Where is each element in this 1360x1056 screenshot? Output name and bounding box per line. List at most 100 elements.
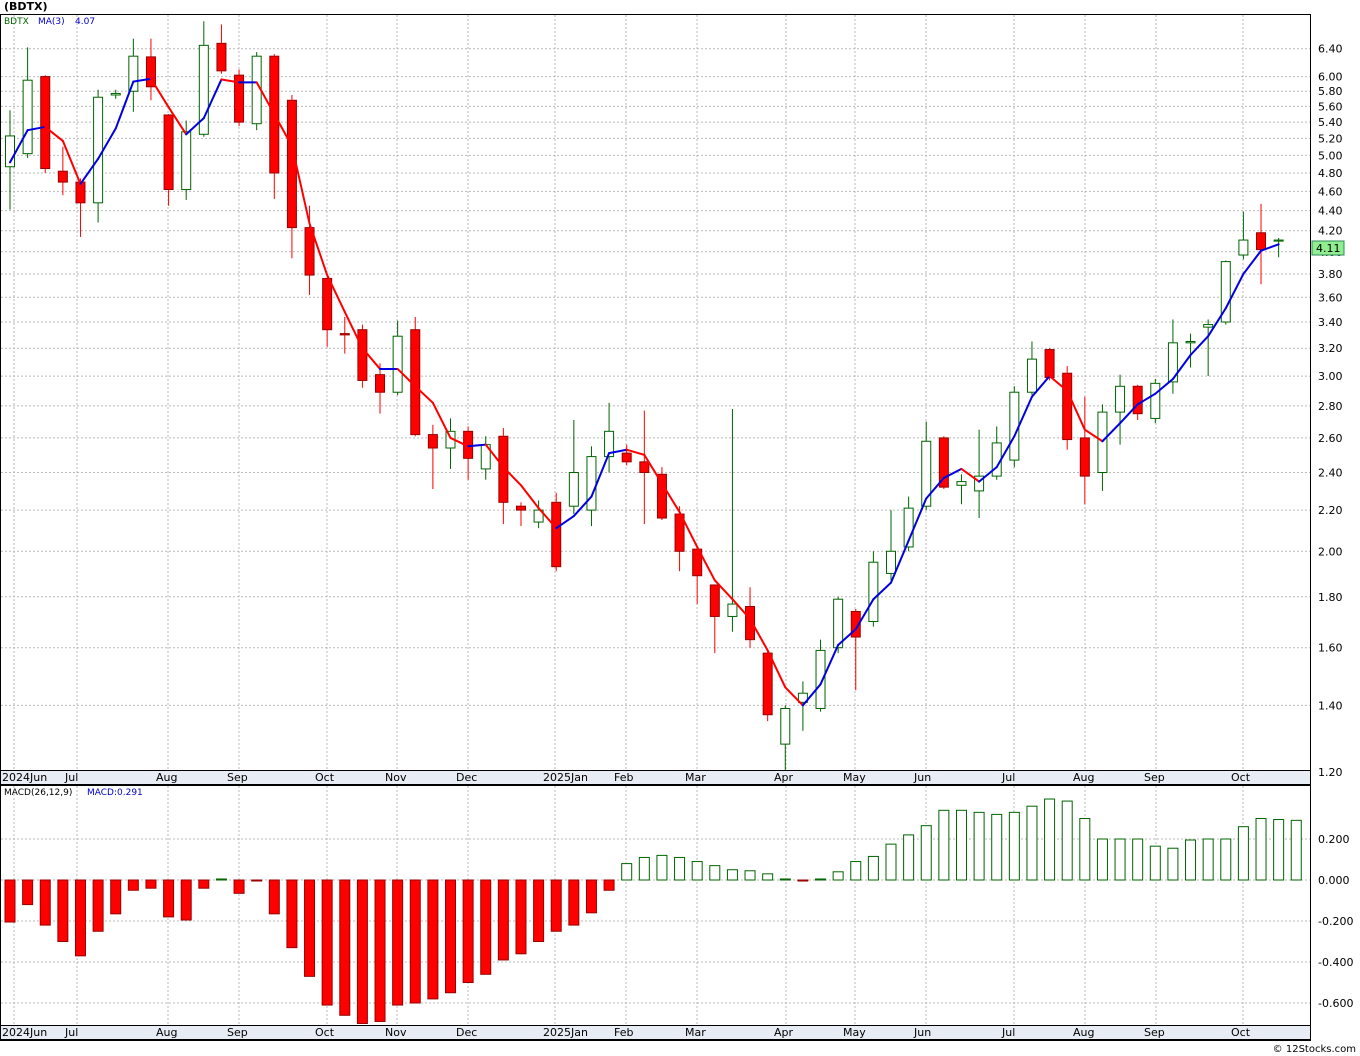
- candle: [234, 69, 245, 127]
- candle-body: [956, 481, 967, 486]
- price-x-label: Mar: [685, 771, 706, 784]
- macd-bar: [374, 879, 386, 1022]
- macd-bar: [409, 879, 421, 1004]
- ma3-segment: [26, 125, 47, 132]
- macd-bar: [638, 856, 650, 881]
- candle-body: [1115, 385, 1126, 413]
- macd-bar: [1185, 839, 1197, 881]
- macd-bar: [903, 834, 915, 881]
- candle: [709, 584, 720, 654]
- macd-bar: [321, 879, 333, 1006]
- ma3-segment: [572, 495, 593, 518]
- candle-body: [1150, 382, 1161, 419]
- macd-bar: [1132, 838, 1144, 881]
- candle: [93, 89, 104, 223]
- ma3-segment: [61, 139, 82, 185]
- macd-bar: [568, 879, 580, 926]
- candle: [339, 316, 350, 354]
- candle: [974, 429, 985, 519]
- footer-credit: © 12Stocks.com: [1273, 1044, 1356, 1055]
- ma3-segment: [819, 644, 840, 686]
- ma3-segment: [185, 117, 205, 136]
- candle-body: [1256, 232, 1267, 251]
- price-x-label: 2024Jun: [2, 771, 47, 784]
- ma3-segment: [1030, 375, 1051, 398]
- macd-bar: [515, 879, 527, 955]
- ma3-segment: [1066, 389, 1086, 431]
- candle: [604, 402, 615, 473]
- price-y-tick: 1.60: [1318, 642, 1343, 655]
- ma3-segment: [749, 617, 769, 652]
- price-x-label: Nov: [385, 771, 407, 784]
- candle-body: [1220, 261, 1231, 323]
- macd-bar: [1096, 838, 1108, 881]
- macd-bar: [533, 879, 545, 942]
- ma3-segment: [431, 401, 452, 439]
- candle-body: [656, 473, 667, 519]
- macd-bar: [762, 873, 774, 881]
- macd-bar: [1044, 798, 1056, 881]
- ma3-segment: [784, 686, 804, 707]
- macd-x-axis: 2024Jun Jul Aug Sep Oct Nov Dec 2025Jan Feb Mar Ap…: [2, 1026, 1251, 1039]
- macd-y-tick: -0.600: [1318, 997, 1353, 1010]
- ma3-segment: [114, 80, 135, 130]
- candle: [568, 420, 579, 515]
- macd-bar: [427, 879, 439, 1000]
- price-x-label: Dec: [456, 771, 477, 784]
- ma3-segment: [449, 436, 470, 448]
- macd-y-tick: 0.000: [1318, 874, 1350, 887]
- macd-bar: [286, 879, 298, 949]
- price-y-tick: 3.00: [1318, 370, 1343, 383]
- macd-x-label: 2025Jan: [543, 1026, 588, 1039]
- macd-bar: [691, 861, 703, 881]
- candle-body: [621, 452, 632, 463]
- price-x-label: Oct: [1231, 771, 1251, 784]
- ma3-segment: [555, 515, 575, 530]
- macd-bar: [1202, 838, 1214, 881]
- candle-body: [234, 74, 245, 123]
- ma3-segment: [414, 385, 434, 404]
- macd-bar: [832, 871, 844, 881]
- candle: [251, 52, 262, 131]
- macd-bar: [885, 843, 897, 881]
- macd-bar: [973, 811, 985, 881]
- candle-body: [1238, 239, 1249, 256]
- candle-body: [604, 430, 615, 458]
- candle-body: [5, 135, 15, 168]
- ma3-segment: [537, 507, 558, 530]
- ma3-segment: [801, 683, 822, 707]
- macd-bar: [1220, 838, 1232, 881]
- price-y-tick: 4.40: [1318, 205, 1343, 218]
- candle-body: [727, 603, 738, 617]
- macd-bar: [779, 878, 791, 881]
- ma3-segment: [907, 497, 928, 542]
- macd-bar: [867, 855, 879, 881]
- ma3-segment: [1083, 428, 1104, 443]
- candle-body: [797, 692, 808, 703]
- candle: [375, 363, 386, 414]
- ma3-segment: [925, 476, 945, 500]
- candle-body: [692, 548, 703, 577]
- macd-x-label: Oct: [315, 1026, 335, 1039]
- price-y-tick: 3.60: [1318, 291, 1343, 304]
- macd-bar: [603, 879, 615, 891]
- macd-bar: [1114, 838, 1126, 881]
- candle-body: [938, 437, 949, 488]
- macd-date-strip: [0, 1025, 1311, 1040]
- macd-bar: [180, 879, 192, 921]
- macd-bar: [1026, 805, 1038, 881]
- candle-body: [833, 598, 844, 649]
- price-y-axis: 1.20 1.40 1.60 1.80 2.00 2.20 2.40 2.60 2.80 3.00…: [1318, 43, 1343, 779]
- price-y-tick: 5.80: [1318, 85, 1343, 98]
- macd-bar: [726, 869, 738, 881]
- ma3-segment: [960, 467, 981, 483]
- price-y-tick: 2.40: [1318, 467, 1343, 480]
- ma3-segment: [202, 78, 223, 120]
- ma3-segment: [1101, 422, 1122, 443]
- price-y-tick: 1.40: [1318, 699, 1343, 712]
- candle: [145, 38, 156, 101]
- macd-x-label: Jul: [64, 1026, 78, 1039]
- macd-bar: [462, 879, 474, 983]
- candle-body: [1062, 372, 1073, 441]
- macd-x-label: Aug: [1073, 1026, 1094, 1039]
